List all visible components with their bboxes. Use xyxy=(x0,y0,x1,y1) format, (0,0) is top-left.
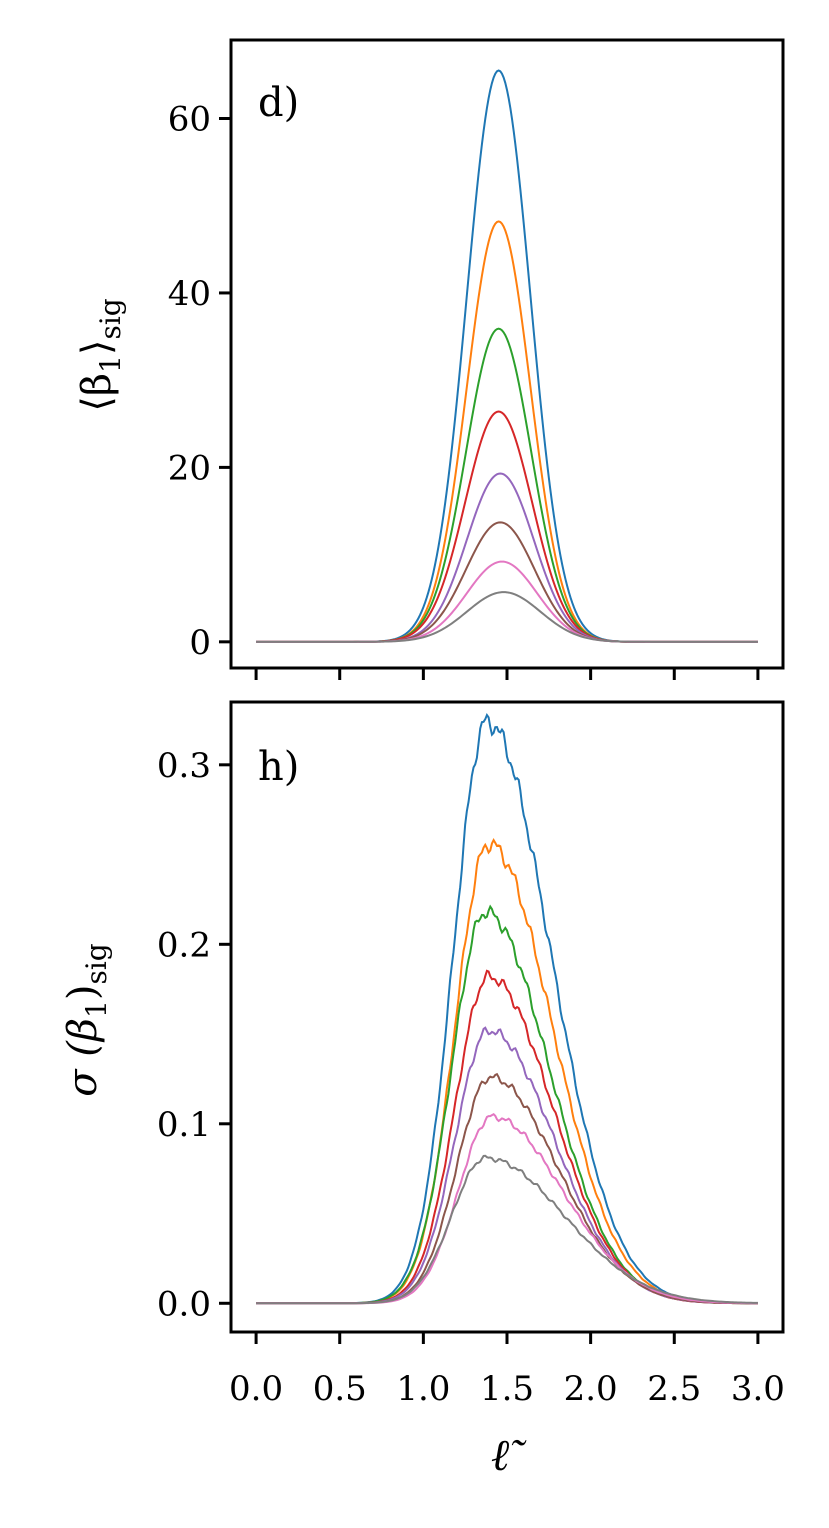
panel-h-series-s5 xyxy=(256,1026,758,1305)
panel-h-series-s3 xyxy=(256,904,758,1305)
panel-d-series-s7 xyxy=(256,560,758,643)
panel-h-ytick-label: 0.0 xyxy=(157,1284,211,1324)
panel-h-ylabel: σ (β1)sig xyxy=(60,943,113,1097)
panel-h-series-s7 xyxy=(256,1112,758,1305)
panel-d-chart: 0 20 40 60 d) ⟨β1⟩sig xyxy=(74,38,785,680)
panel-h-series-s6 xyxy=(256,1072,758,1305)
panel-h-label: h) xyxy=(258,744,299,790)
panel-h-ytick-label: 0.3 xyxy=(157,746,211,786)
panel-h-xtick-label: 1.5 xyxy=(480,1369,534,1409)
panel-h-xtick-label: 2.5 xyxy=(647,1369,701,1409)
panel-h-ytick-label: 0.1 xyxy=(157,1105,211,1145)
panel-h-series-s4 xyxy=(256,969,758,1305)
panel-d-ytick-label: 60 xyxy=(168,100,211,140)
panel-d-ylabel: ⟨β1⟩sig xyxy=(74,298,127,411)
panel-d-ytick-label: 20 xyxy=(168,448,211,488)
panel-h-xtick-label: 3.0 xyxy=(731,1369,785,1409)
panel-h-chart: 0.0 0.1 0.2 0.3 0.0 0.5 1.0 1.5 2.0 2.5 3.0 h) σ … xyxy=(60,700,785,1481)
panel-h-series-s2 xyxy=(256,837,758,1305)
panel-d-series-s5 xyxy=(256,472,758,643)
panel-h-xtick-label: 2.0 xyxy=(564,1369,618,1409)
panel-h-series-s8 xyxy=(256,1154,758,1305)
panel-h-xlabel: ℓ̃ xyxy=(491,1430,527,1481)
panel-d-series-s6 xyxy=(256,521,758,643)
panel-d-series-s1 xyxy=(256,69,758,643)
panel-d-series-s3 xyxy=(256,327,758,643)
panel-h-xtick-label: 0.5 xyxy=(313,1369,367,1409)
panel-d-frame xyxy=(229,38,785,670)
panel-h-xtick-label: 0.0 xyxy=(229,1369,283,1409)
panel-d-label: d) xyxy=(258,80,299,126)
panel-d-series-s4 xyxy=(256,410,758,643)
panel-d-ytick-label: 40 xyxy=(168,274,211,314)
panel-d-series-s8 xyxy=(256,591,758,643)
panel-h-frame xyxy=(229,700,785,1334)
panel-d-series-s2 xyxy=(256,220,758,643)
panel-h-xtick-label: 1.0 xyxy=(396,1369,450,1409)
panel-h-series-s1 xyxy=(256,713,758,1305)
panel-h-ytick-label: 0.2 xyxy=(157,925,211,965)
panel-d-ytick-label: 0 xyxy=(189,623,211,663)
